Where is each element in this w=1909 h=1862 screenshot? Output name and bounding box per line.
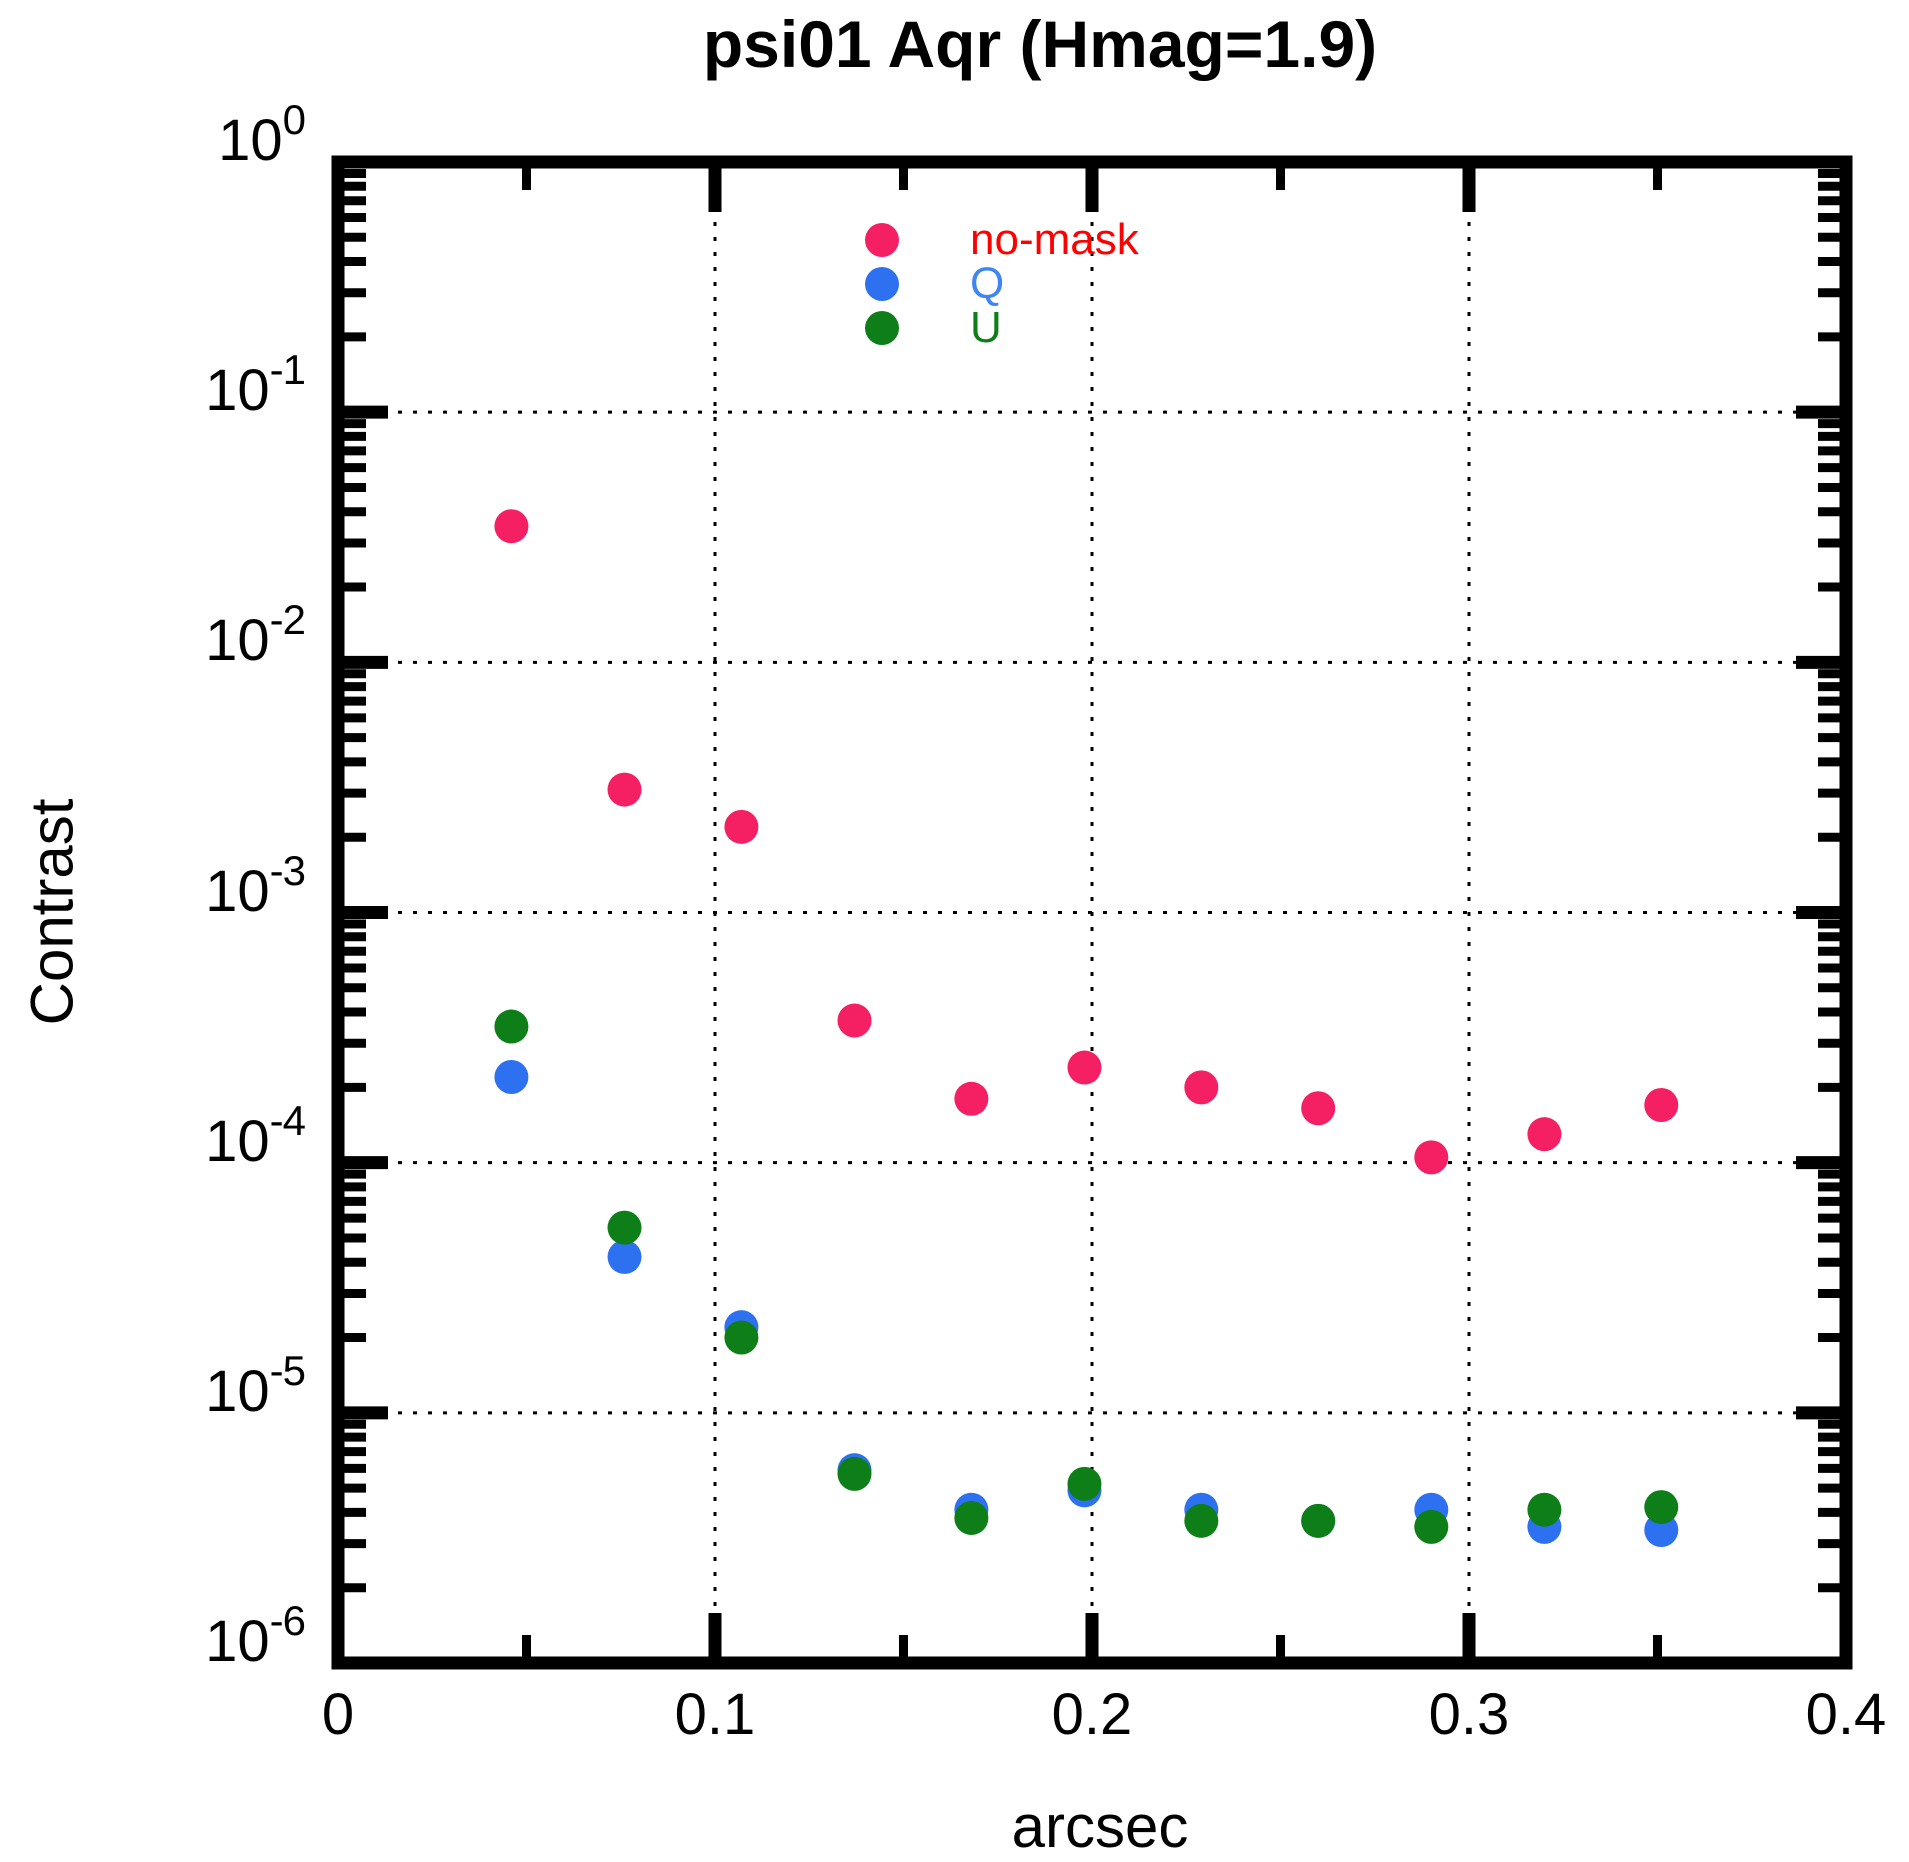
series-no-mask-points	[494, 509, 1679, 1175]
legend: no-mask Q U	[865, 218, 1139, 355]
chart-title: psi01 Aqr (Hmag=1.9)	[702, 7, 1378, 81]
grid-lines	[338, 162, 1846, 1663]
data-point-no-mask	[724, 809, 759, 844]
y-tick-label: 10-5	[205, 1346, 306, 1424]
data-point-U	[1184, 1503, 1219, 1538]
data-point-U	[954, 1500, 989, 1535]
data-point-U	[837, 1456, 872, 1491]
data-point-no-mask	[837, 1003, 872, 1038]
data-point-U	[1527, 1492, 1562, 1527]
data-point-Q	[607, 1239, 642, 1274]
y-tick-label: 10-3	[205, 846, 306, 924]
legend-marker-q	[865, 267, 899, 301]
y-tick-label: 10-2	[205, 596, 306, 674]
data-point-no-mask	[1644, 1088, 1679, 1123]
legend-row-no-mask: no-mask	[865, 218, 1139, 262]
data-point-no-mask	[1301, 1091, 1336, 1126]
data-point-U	[724, 1320, 759, 1355]
y-tick-label: 10-6	[205, 1597, 306, 1674]
y-tick-label: 100	[218, 96, 306, 173]
legend-row-q: Q	[865, 262, 1139, 306]
x-tick-label: 0.4	[1805, 1682, 1887, 1747]
y-tick-label: 10-1	[205, 346, 306, 424]
legend-label-no-mask: no-mask	[970, 215, 1139, 264]
data-point-U	[494, 1009, 529, 1044]
x-tick-label: 0.3	[1428, 1682, 1510, 1747]
data-point-no-mask	[1184, 1070, 1219, 1105]
x-tick-label: 0.2	[1051, 1682, 1133, 1747]
data-point-no-mask	[607, 772, 642, 807]
data-point-U	[607, 1210, 642, 1245]
data-point-U	[1644, 1490, 1679, 1525]
legend-marker-no-mask	[865, 223, 899, 257]
legend-marker-u	[865, 311, 899, 345]
x-tick-label: 0	[321, 1682, 355, 1747]
data-point-no-mask	[1067, 1050, 1102, 1085]
data-point-U	[1067, 1466, 1102, 1501]
legend-row-u: U	[865, 306, 1139, 350]
data-point-U	[1301, 1503, 1336, 1538]
series-U-points	[494, 1009, 1679, 1544]
data-point-no-mask	[1414, 1140, 1449, 1175]
plot-frame	[331, 155, 1853, 1670]
data-point-no-mask	[1527, 1117, 1562, 1152]
y-tick-label: 10-4	[205, 1096, 306, 1174]
data-point-no-mask	[494, 509, 529, 544]
data-point-Q	[494, 1060, 529, 1095]
x-axis-label: arcsec	[1011, 1793, 1189, 1860]
data-point-no-mask	[954, 1081, 989, 1116]
data-point-U	[1414, 1509, 1449, 1544]
legend-label-q: Q	[970, 259, 1005, 308]
legend-label-u: U	[970, 303, 1002, 352]
x-tick-label: 0.1	[674, 1682, 756, 1747]
